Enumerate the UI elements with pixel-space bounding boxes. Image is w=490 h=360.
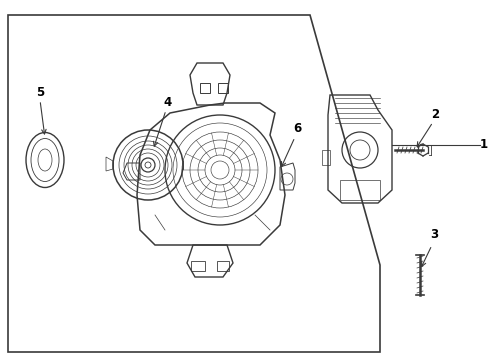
Polygon shape <box>8 15 380 352</box>
Text: 3: 3 <box>430 229 438 242</box>
Bar <box>322 150 330 165</box>
Text: 4: 4 <box>164 95 172 108</box>
Text: 2: 2 <box>431 108 439 122</box>
Text: 1: 1 <box>480 139 488 152</box>
Bar <box>218 83 228 93</box>
Bar <box>191 261 205 271</box>
Text: 5: 5 <box>36 85 44 99</box>
Bar <box>217 261 229 271</box>
Text: 6: 6 <box>293 122 301 135</box>
Bar <box>200 83 210 93</box>
Bar <box>340 180 380 200</box>
